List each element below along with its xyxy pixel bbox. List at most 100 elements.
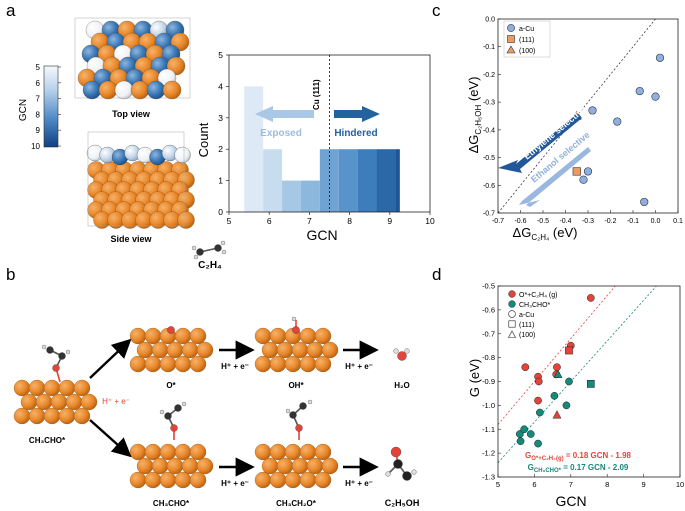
cu-atom — [196, 341, 214, 359]
label-c2h5oh: C₂H₅OH — [385, 498, 420, 508]
data-point — [521, 363, 530, 372]
oxygen-atom — [397, 351, 407, 361]
legend-o-c2h4-marker — [508, 290, 516, 298]
cu-atom — [58, 407, 76, 425]
cu-atom — [196, 457, 214, 475]
cu-atom — [181, 341, 199, 359]
colorbar — [43, 65, 59, 148]
cu-atom — [189, 471, 207, 489]
cu-atom — [159, 355, 177, 373]
ethylene-label: Ethylene selective — [522, 104, 588, 162]
ethylene-arrow — [498, 113, 582, 173]
cu-atom — [276, 341, 294, 359]
atom — [177, 211, 195, 229]
y-tick-label: -1.2 — [482, 449, 495, 458]
cu111-label: Cu (111) — [312, 79, 321, 110]
cu-atom — [43, 407, 61, 425]
hydrogen-atom — [307, 399, 313, 405]
cu-atom — [291, 341, 309, 359]
legend-111-marker — [507, 35, 515, 43]
hydrogen-atom — [181, 401, 187, 407]
side-view-cell — [87, 131, 185, 227]
cu-atom — [174, 355, 192, 373]
cu-atom — [159, 471, 177, 489]
hydrogen-atom — [193, 254, 199, 260]
cu-atom — [291, 457, 309, 475]
data-point — [613, 117, 622, 126]
histogram-xlabel: GCN — [306, 227, 337, 243]
cu-atom — [35, 393, 53, 411]
x-tick-label: -0.1 — [627, 218, 639, 225]
cu-atom — [166, 341, 184, 359]
data-point — [552, 410, 562, 419]
carbon-atom — [393, 459, 403, 469]
cu-atom — [269, 327, 287, 345]
data-point — [583, 167, 593, 176]
panel-letter-a: a — [6, 1, 16, 20]
cu-atom — [28, 379, 46, 397]
cu-atom — [254, 355, 272, 373]
data-point — [534, 396, 542, 405]
cu-atom — [43, 379, 61, 397]
y-tick-label: -0.9 — [482, 377, 495, 386]
data-point — [553, 369, 563, 378]
histogram-bar — [357, 149, 377, 212]
side-view-caption: Side view — [110, 234, 152, 244]
cu-atom — [306, 457, 324, 475]
cu-atom — [299, 327, 317, 345]
cu-atom — [189, 327, 207, 345]
histogram-bar — [300, 180, 320, 212]
cu-atom — [174, 443, 192, 461]
hydrogen-atom — [291, 316, 297, 322]
y-tick-label: -0.4 — [483, 127, 495, 134]
x-tick-label: -0.6 — [514, 218, 526, 225]
cu-atom — [73, 407, 91, 425]
hindered-arrow — [334, 106, 380, 122]
data-point — [579, 175, 588, 184]
carbon-atom — [289, 411, 297, 419]
panel-letter-c: c — [432, 1, 441, 20]
y-tick-label: -0.5 — [482, 282, 495, 291]
cu-atom — [254, 327, 272, 345]
panel-d: 5 6 7 8 9 10 -1.3 -1.2 -1.1 -1.0 -0.9 -0.8 -0.7 -0.6 -… — [467, 282, 684, 510]
data-point — [534, 439, 542, 448]
panel-b: CH₃CHO* C₂H₄ O* OH* H₂O CH₃CHO* CH₃CH₂O*… — [13, 240, 420, 508]
panel-d-legend: O*+C₂H₄ (g) CH₃CHO* a-Cu (111) (100) — [507, 290, 557, 339]
carbon-atom — [214, 244, 222, 252]
atom — [146, 80, 166, 100]
cu-atom — [189, 355, 207, 373]
panel-b-slabs — [13, 327, 339, 489]
colorbar-tick-label: 9 — [36, 126, 41, 135]
data-point — [651, 92, 660, 101]
hydrogen-atom — [41, 344, 47, 350]
hydrogen-atom — [221, 249, 227, 255]
hydrogen-atom — [159, 409, 165, 415]
label-oh-star: OH* — [288, 381, 304, 390]
cu-atom — [321, 341, 339, 359]
y-tick-label: -0.6 — [482, 305, 495, 314]
side-view-slab — [86, 131, 195, 229]
legend-acu-marker — [507, 24, 515, 32]
ethanol-arrow — [519, 147, 591, 207]
cu-atom — [181, 457, 199, 475]
cu-atom — [129, 355, 147, 373]
fit-line — [497, 285, 616, 425]
data-point — [516, 437, 525, 446]
panel-b-molecules — [41, 240, 417, 481]
y-tick-label: -0.7 — [482, 329, 495, 338]
data-point — [586, 294, 595, 302]
cu-atom — [136, 457, 154, 475]
cu-atom — [144, 327, 162, 345]
data-point — [655, 53, 665, 62]
x-tick-label: 10 — [425, 216, 435, 226]
cu-atom — [20, 393, 38, 411]
hydrogen-atom — [220, 240, 226, 246]
y-tick-label: 0.0 — [485, 17, 495, 24]
colorbar-tick-label: 7 — [36, 95, 41, 104]
atom — [114, 80, 134, 100]
cu-atom — [254, 443, 272, 461]
atom — [98, 80, 118, 100]
oxygen-atom — [390, 446, 402, 458]
data-point — [562, 401, 571, 410]
data-point — [588, 106, 597, 115]
